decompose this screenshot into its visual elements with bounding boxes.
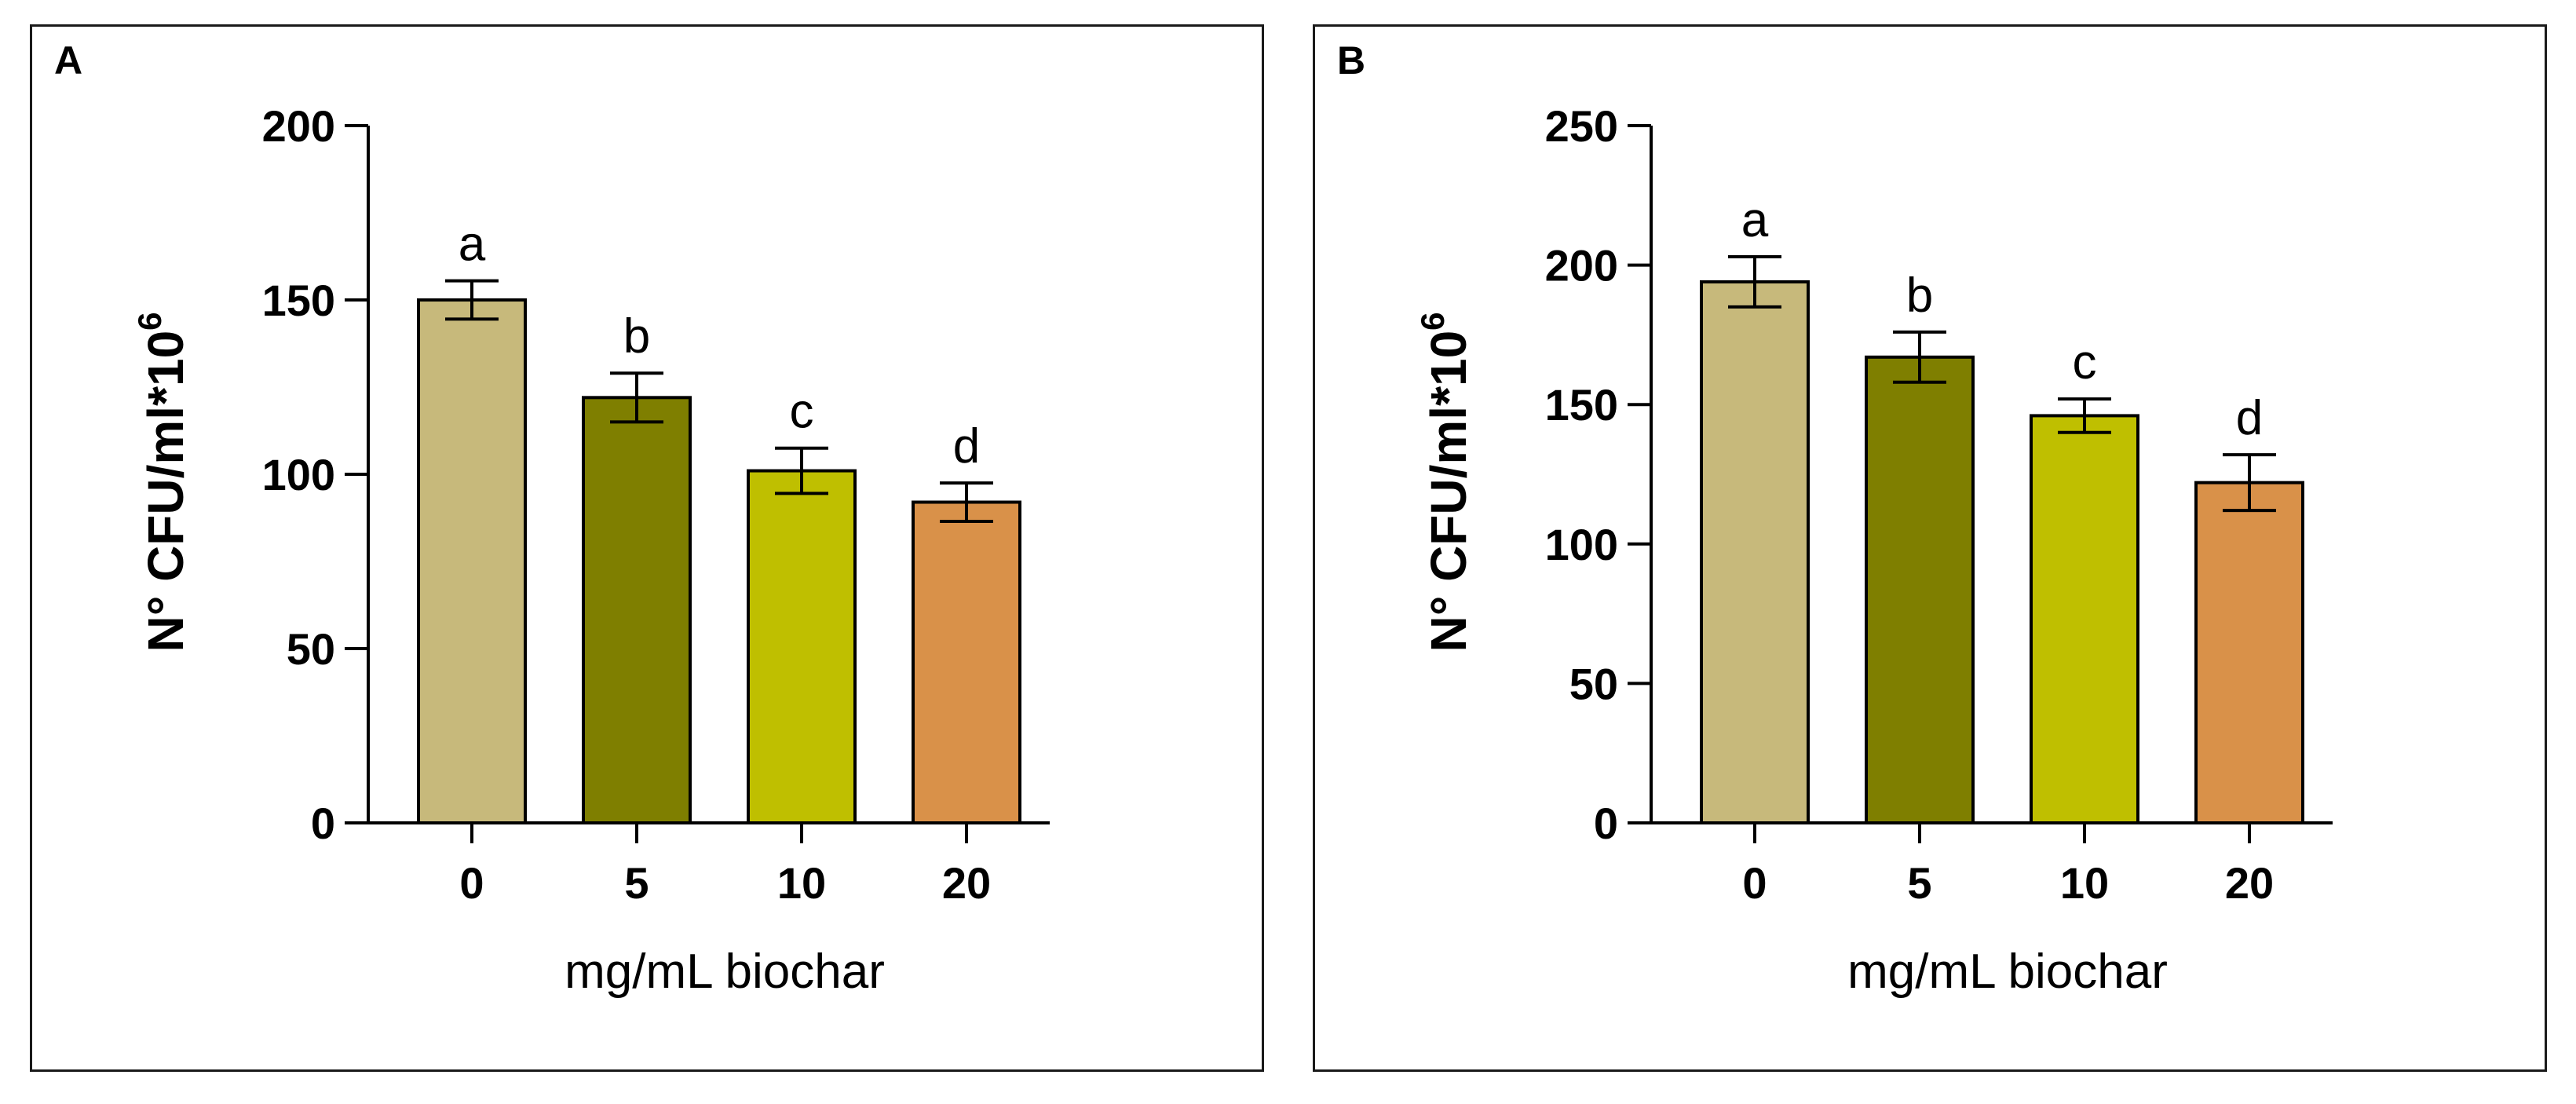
y-axis-title-main: N° CFU/ml*10: [1420, 331, 1477, 653]
significance-label: d: [2236, 391, 2263, 445]
panel-label-b: B: [1337, 38, 1366, 82]
y-tick-label: 100: [262, 450, 335, 499]
x-tick-label: 0: [1742, 858, 1767, 908]
significance-label: a: [1741, 193, 1769, 247]
significance-label: c: [790, 385, 814, 439]
bar-chart-b: 0 50 100 150 200 250 a 0 b 5 c 10 d 20 mg/mL biochar N°…: [1414, 101, 2333, 999]
y-axis-title-superscript: 6: [1414, 312, 1451, 330]
y-tick-label: 250: [1545, 101, 1618, 151]
significance-label: b: [623, 309, 650, 364]
y-tick-label: 150: [262, 276, 335, 325]
x-tick-label: 20: [2225, 858, 2274, 908]
bar: [1865, 355, 1975, 825]
significance-label: c: [2073, 335, 2097, 389]
bar-chart-a: 0 50 100 150 200 a 0 b 5 c 10 d 20 mg/mL biochar N° CF…: [131, 101, 1050, 999]
x-tick-label: 5: [624, 858, 649, 908]
x-axis-title: mg/mL biochar: [1847, 945, 2168, 999]
bar: [2194, 481, 2304, 824]
bar: [582, 396, 692, 824]
x-axis-title: mg/mL biochar: [565, 945, 885, 999]
bar: [417, 298, 527, 824]
chart-panel-a: A 0 50 100 150 200 a 0 b 5 c 10 d 20 mg/mL biochar N° …: [30, 24, 1264, 1072]
y-tick-label: 50: [1569, 659, 1618, 708]
panel-label-a: A: [54, 38, 83, 82]
bar: [912, 500, 1021, 825]
y-tick-label: 150: [1545, 380, 1618, 430]
y-axis-title-superscript: 6: [131, 312, 168, 330]
x-tick-label: 0: [459, 858, 484, 908]
y-tick-label: 200: [1545, 241, 1618, 291]
y-axis-title: N° CFU/ml*106: [131, 312, 194, 652]
y-tick-label: 0: [311, 799, 335, 848]
significance-label: a: [459, 218, 486, 272]
x-tick-label: 5: [1907, 858, 1931, 908]
chart-panel-b: B 0 50 100 150 200 250 a 0 b 5 c 10 d 20 mg/mL biochar…: [1313, 24, 2547, 1072]
significance-label: b: [1906, 269, 1933, 323]
y-tick-label: 50: [287, 624, 335, 674]
y-axis-title: N° CFU/ml*106: [1414, 312, 1477, 652]
bar: [747, 469, 857, 824]
y-tick-label: 200: [262, 101, 335, 151]
x-tick-label: 20: [942, 858, 991, 908]
y-axis-title-main: N° CFU/ml*10: [137, 331, 194, 653]
y-tick-label: 100: [1545, 520, 1618, 569]
significance-label: d: [953, 419, 980, 473]
x-tick-label: 10: [777, 858, 826, 908]
y-tick-label: 0: [1594, 799, 1618, 848]
bar: [2030, 414, 2139, 824]
x-tick-label: 10: [2060, 858, 2109, 908]
bar: [1700, 280, 1810, 824]
